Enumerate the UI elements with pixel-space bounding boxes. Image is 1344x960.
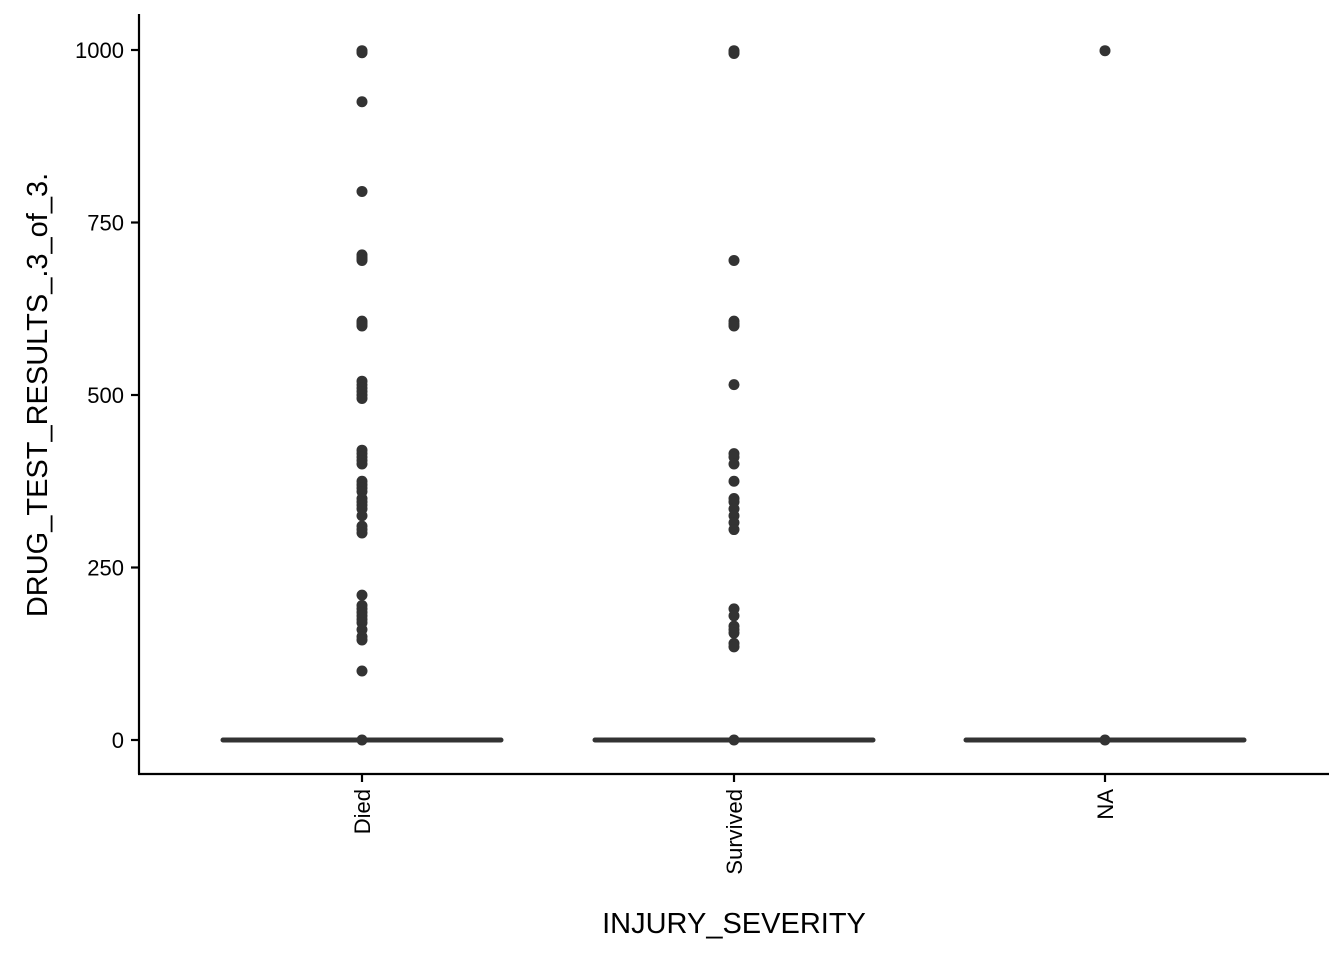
outlier-point — [728, 734, 740, 746]
outlier-point — [356, 185, 368, 197]
outlier-point — [728, 458, 740, 470]
outlier-point — [728, 627, 740, 639]
outlier-point — [728, 475, 740, 487]
box-group-survived — [592, 45, 876, 746]
outlier-point — [728, 379, 740, 391]
box-group-died — [220, 45, 504, 746]
plot-marks — [220, 45, 1247, 746]
outlier-point — [356, 320, 368, 332]
outlier-point — [356, 458, 368, 470]
outlier-point — [728, 641, 740, 653]
x-tick-label: Died — [350, 789, 375, 834]
y-tick-label: 0 — [112, 728, 124, 753]
outlier-point — [356, 634, 368, 646]
y-axis-title: DRUG_TEST_RESULTS_.3_of_3. — [22, 173, 54, 617]
outlier-point — [356, 392, 368, 404]
outlier-point — [1099, 734, 1111, 746]
outlier-point — [356, 589, 368, 601]
outlier-point — [728, 254, 740, 266]
x-tick-label: NA — [1093, 789, 1118, 820]
outlier-point — [356, 254, 368, 266]
y-axis-ticks: 0 250 500 750 1000 — [75, 38, 139, 753]
y-tick-label: 1000 — [75, 38, 124, 63]
outlier-point — [728, 524, 740, 536]
outlier-point — [728, 47, 740, 59]
outlier-point — [356, 47, 368, 59]
outlier-point — [728, 320, 740, 332]
y-tick-label: 250 — [87, 556, 124, 581]
outlier-point — [1099, 45, 1111, 57]
box-group-na — [963, 45, 1247, 746]
x-axis-ticks: Died Survived NA — [350, 774, 1118, 875]
outlier-point — [356, 734, 368, 746]
y-tick-label: 500 — [87, 383, 124, 408]
outlier-point — [356, 510, 368, 522]
outlier-point — [728, 610, 740, 622]
x-tick-label: Survived — [722, 789, 747, 875]
x-axis-title: INJURY_SEVERITY — [602, 908, 866, 940]
outlier-point — [356, 96, 368, 108]
outlier-point — [356, 527, 368, 539]
y-tick-label: 750 — [87, 211, 124, 236]
outlier-point — [356, 665, 368, 677]
